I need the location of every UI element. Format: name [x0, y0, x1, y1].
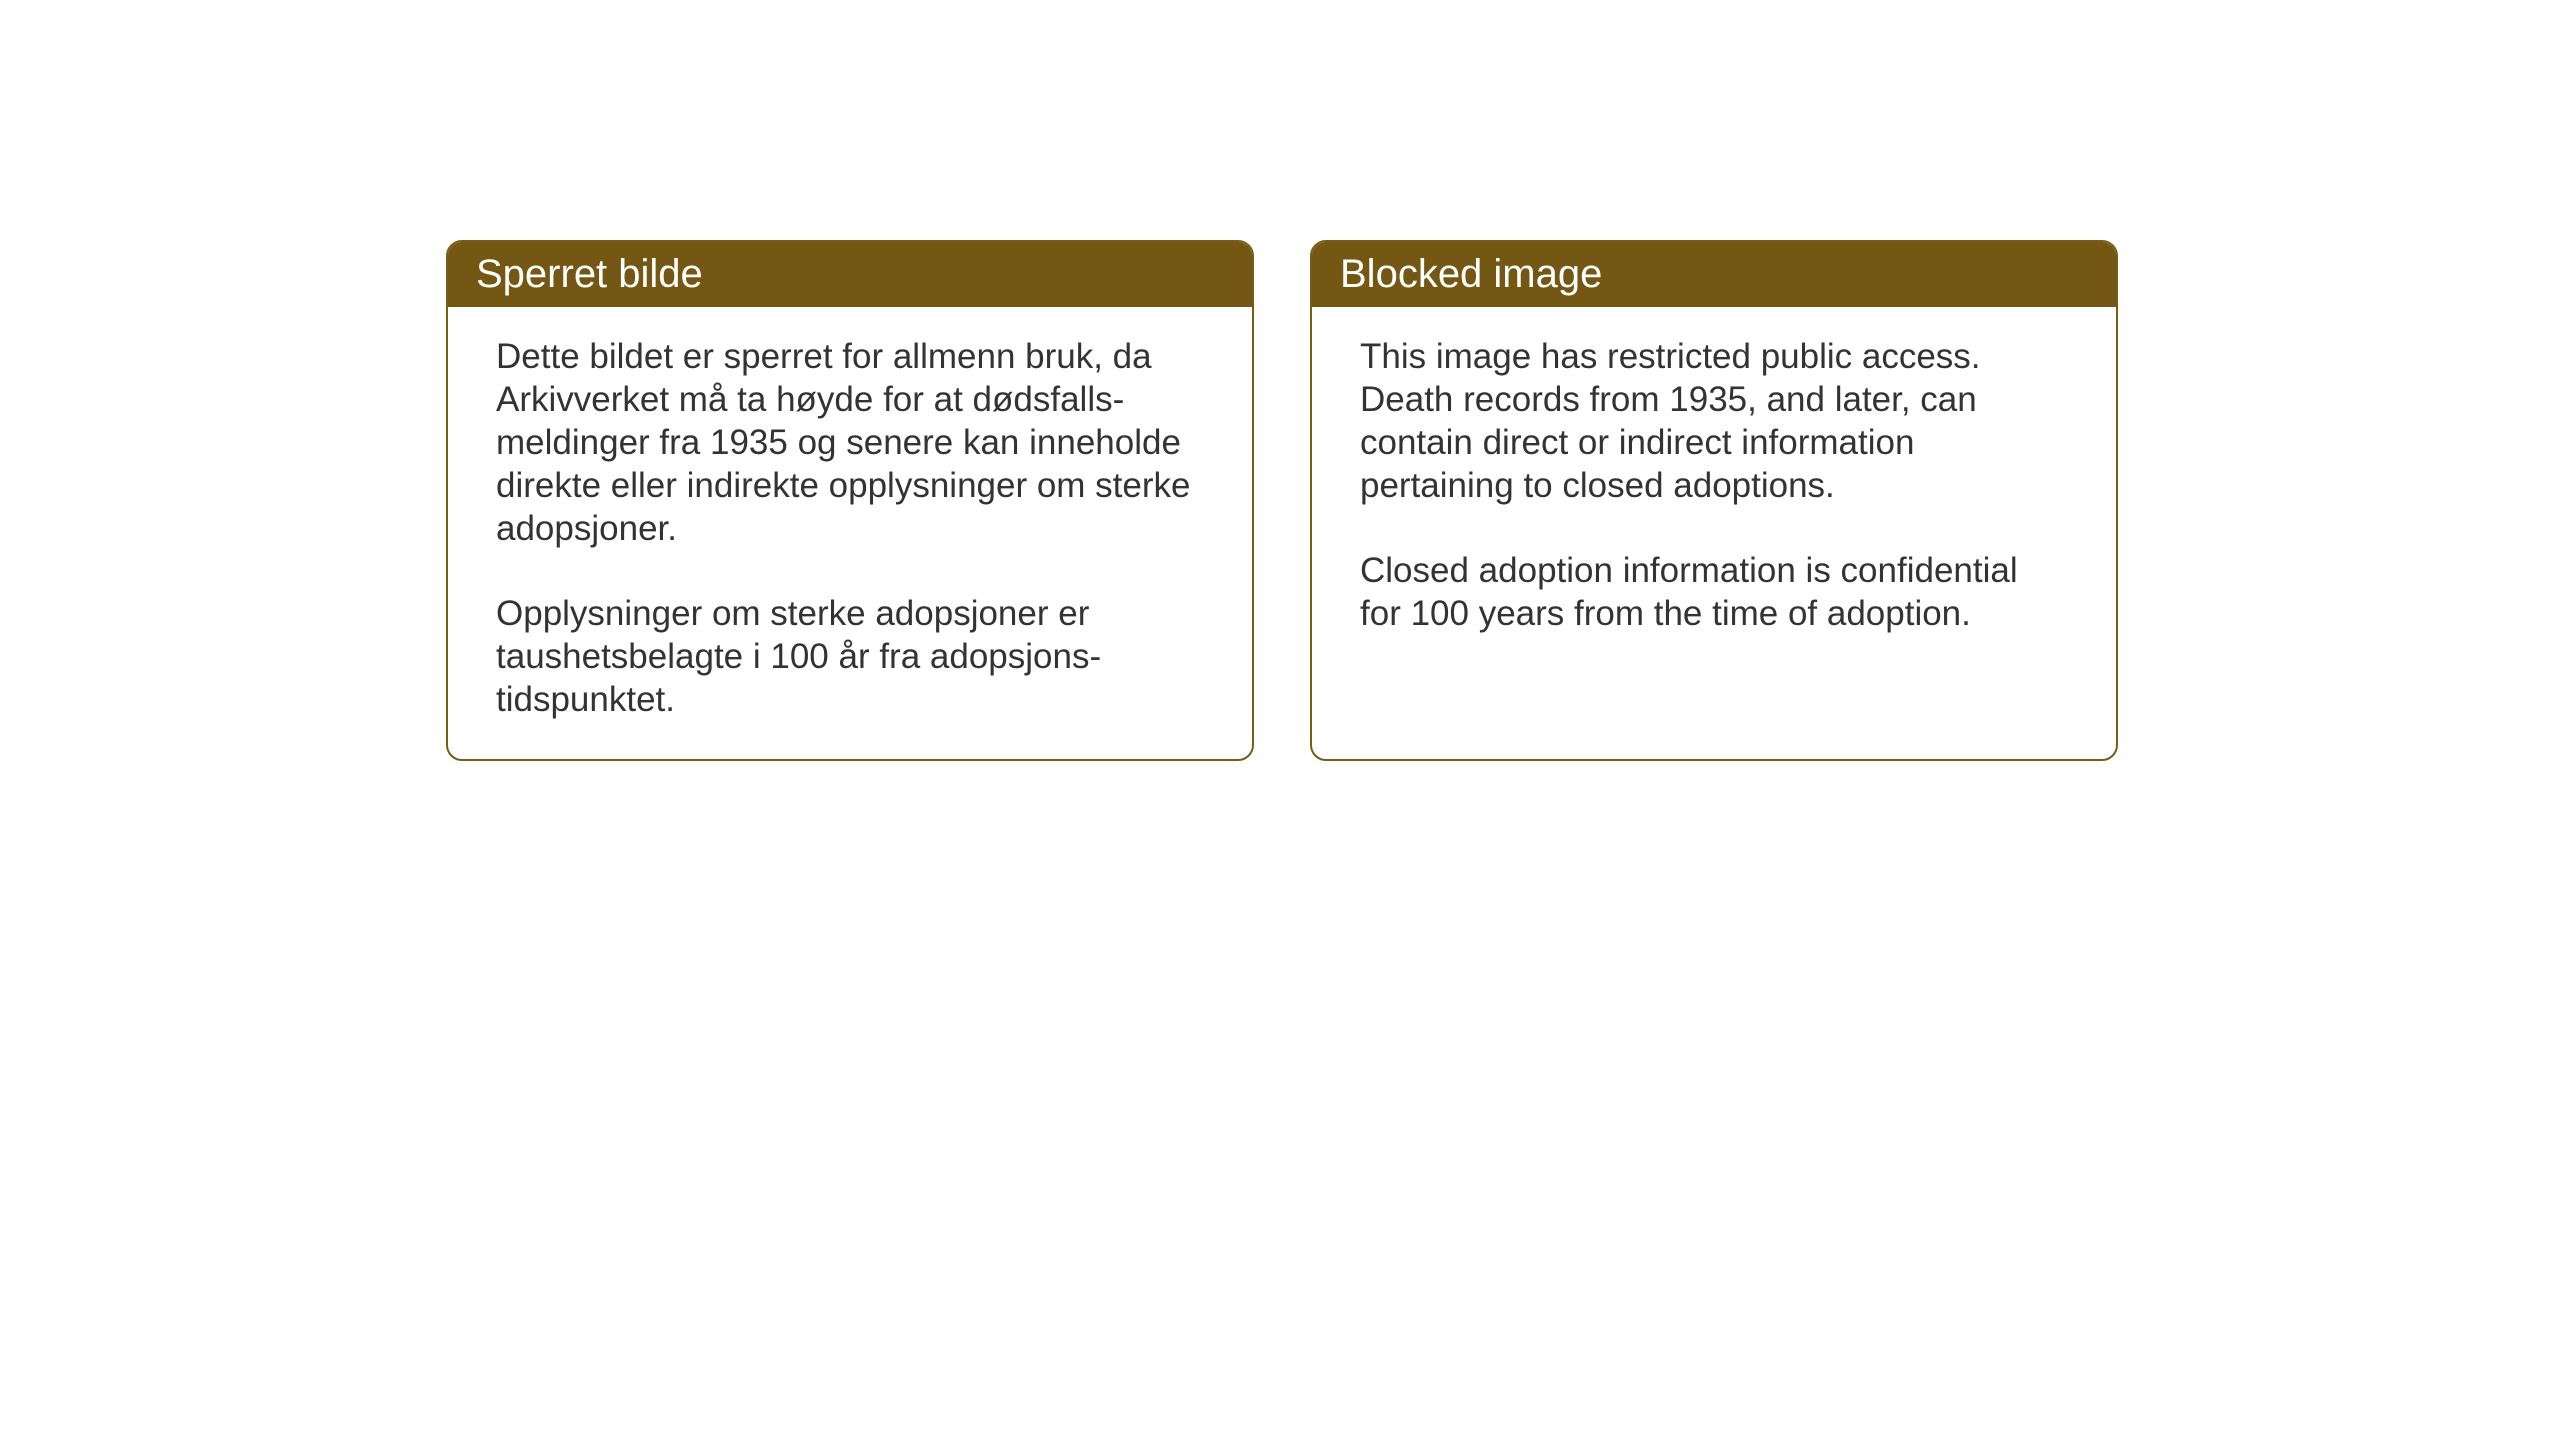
card-norwegian-paragraph-1: Dette bildet er sperret for allmenn bruk…: [496, 335, 1204, 550]
card-norwegian-paragraph-2: Opplysninger om sterke adopsjoner er tau…: [496, 592, 1204, 721]
card-english: Blocked image This image has restricted …: [1310, 240, 2118, 761]
card-norwegian-body: Dette bildet er sperret for allmenn bruk…: [448, 307, 1252, 759]
card-norwegian-title: Sperret bilde: [476, 252, 703, 296]
card-norwegian-header: Sperret bilde: [448, 242, 1252, 307]
card-norwegian: Sperret bilde Dette bildet er sperret fo…: [446, 240, 1254, 761]
cards-container: Sperret bilde Dette bildet er sperret fo…: [446, 240, 2118, 761]
card-english-paragraph-2: Closed adoption information is confident…: [1360, 549, 2068, 635]
card-english-body: This image has restricted public access.…: [1312, 307, 2116, 673]
card-english-header: Blocked image: [1312, 242, 2116, 307]
card-english-paragraph-1: This image has restricted public access.…: [1360, 335, 2068, 507]
card-english-title: Blocked image: [1340, 252, 1602, 296]
